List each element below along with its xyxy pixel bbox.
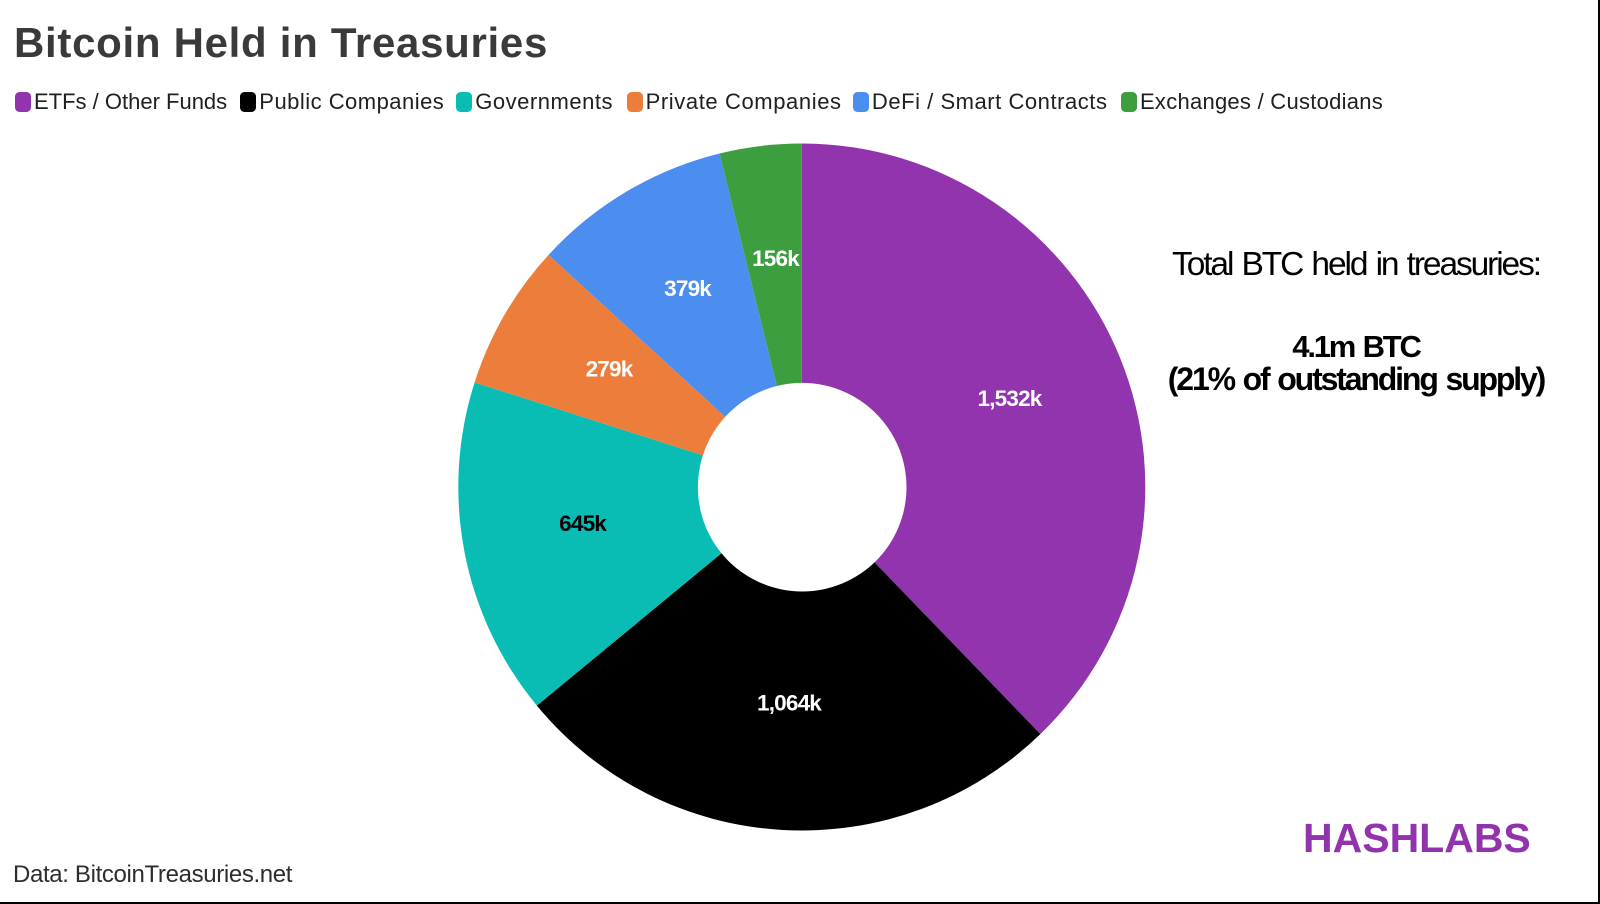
svg-text:279k: 279k xyxy=(586,357,634,382)
svg-text:156k: 156k xyxy=(752,246,800,271)
svg-text:379k: 379k xyxy=(664,276,712,301)
svg-text:645k: 645k xyxy=(559,511,607,536)
svg-text:1,064k: 1,064k xyxy=(757,691,822,716)
svg-text:1,532k: 1,532k xyxy=(977,386,1042,411)
